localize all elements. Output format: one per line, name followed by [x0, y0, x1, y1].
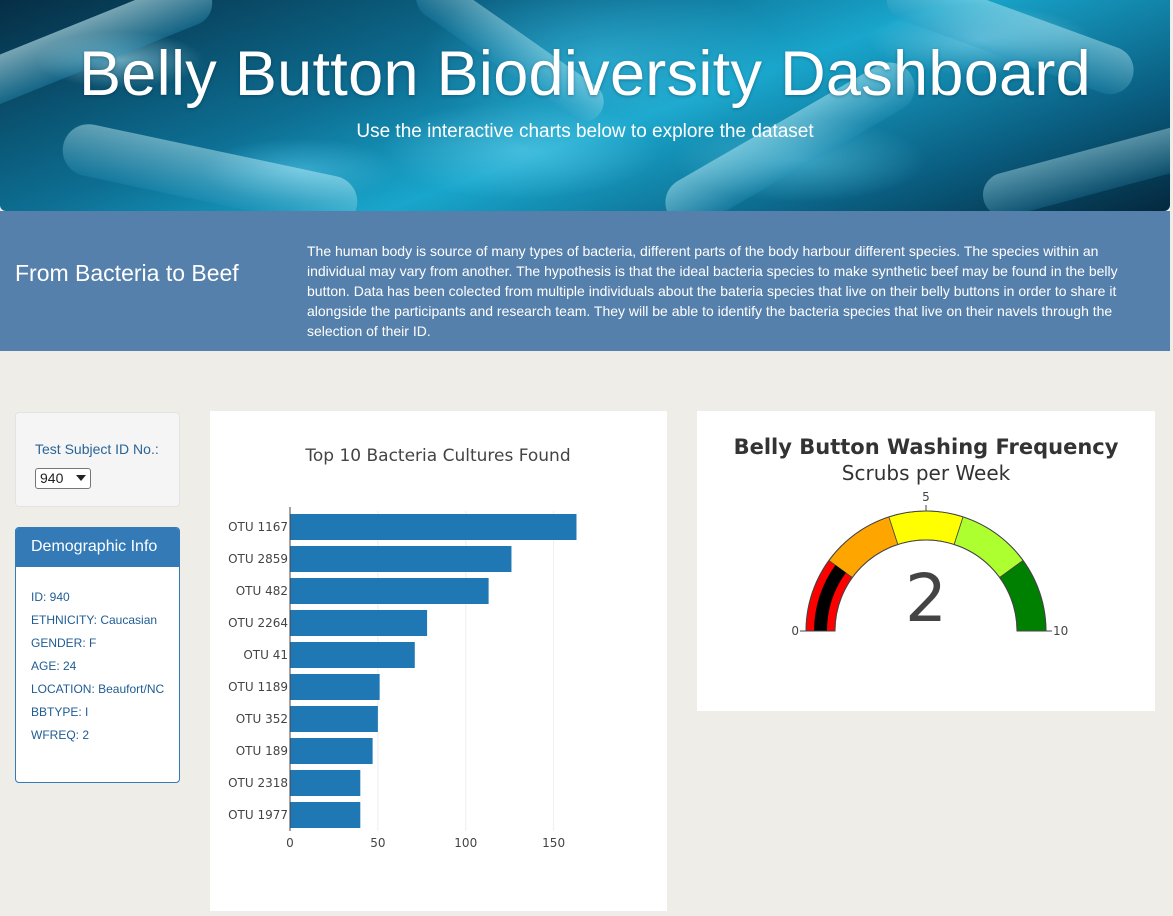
subject-selector-panel: Test Subject ID No.: 940: [15, 412, 180, 507]
demo-ethnicity: ETHNICITY: Caucasian: [31, 613, 158, 627]
bar-otu-352: [290, 706, 378, 732]
gauge-value-bar: [814, 565, 846, 631]
gauge-subtitle: Scrubs per Week: [842, 461, 1011, 485]
bar-otu-2859: [290, 546, 512, 572]
demo-age: AGE: 24: [31, 659, 77, 673]
gauge-tick-label: 0: [791, 624, 799, 638]
y-tick-label: OTU 41: [243, 648, 288, 662]
demo-bbtype: BBTYPE: I: [31, 705, 89, 719]
bar-otu-482: [290, 578, 489, 604]
bar-chart[interactable]: Top 10 Bacteria Cultures Found 0 50 100 150 O…: [210, 411, 667, 911]
x-tick-label: 150: [542, 836, 565, 850]
subject-id-label: Test Subject ID No.:: [35, 441, 159, 457]
bar-chart-panel: Top 10 Bacteria Cultures Found 0 50 100 150 O…: [210, 411, 667, 911]
gauge-chart-panel: Belly Button Washing Frequency Scrubs per…: [697, 411, 1155, 711]
gauge-tick-label: 10: [1053, 624, 1068, 638]
intro-heading: From Bacteria to Beef: [15, 260, 239, 286]
gauge-tick-label: 5: [922, 490, 930, 504]
y-tick-label: OTU 2264: [228, 616, 288, 630]
subject-id-value: 940: [40, 470, 64, 486]
bar-otu-1167: [290, 514, 577, 540]
y-tick-label: OTU 189: [236, 744, 288, 758]
intro-text: The human body is source of many types o…: [307, 243, 1118, 339]
bar-otu-2264: [290, 610, 428, 636]
demographic-heading: Demographic Info: [16, 528, 179, 567]
x-tick-label: 100: [454, 836, 477, 850]
y-tick-label: OTU 2318: [228, 776, 288, 790]
y-tick-label: OTU 1189: [228, 680, 288, 694]
gauge-step-2: [888, 510, 964, 545]
x-tick-label: 50: [370, 836, 385, 850]
y-tick-label: OTU 1167: [228, 520, 288, 534]
y-tick-label: OTU 1977: [228, 808, 288, 822]
intro-band: From Bacteria to Beef The human body is …: [0, 211, 1170, 351]
demographic-body: ID: 940 ETHNICITY: Caucasian GENDER: F A…: [16, 567, 179, 742]
gauge-title: Belly Button Washing Frequency: [734, 435, 1119, 459]
bar-otu-2318: [290, 770, 361, 796]
bar-otu-189: [290, 738, 373, 764]
page-title: Belly Button Biodiversity Dashboard: [78, 39, 1091, 109]
page-subtitle: Use the interactive charts below to expl…: [356, 121, 814, 142]
demo-gender: GENDER: F: [31, 636, 97, 650]
bar-otu-41: [290, 642, 415, 668]
hero-banner: Belly Button Biodiversity Dashboard Use …: [0, 0, 1170, 211]
demo-wfreq: WFREQ: 2: [31, 728, 90, 742]
bar-otu-1189: [290, 674, 380, 700]
subject-id-select[interactable]: 940: [35, 468, 91, 489]
bar-otu-1977: [290, 802, 361, 828]
demographic-panel: Demographic Info ID: 940 ETHNICITY: Cauc…: [15, 527, 180, 783]
x-tick-label: 0: [286, 836, 294, 850]
chevron-down-icon: [76, 475, 86, 481]
y-tick-label: OTU 352: [236, 712, 288, 726]
demo-id: ID: 940: [31, 590, 70, 604]
y-tick-label: OTU 2859: [228, 552, 288, 566]
gauge-outline: [805, 510, 1047, 632]
gauge-value-number: 2: [905, 560, 947, 637]
bar-chart-title: Top 10 Bacteria Cultures Found: [304, 446, 570, 466]
y-tick-label: OTU 482: [236, 584, 288, 598]
demo-location: LOCATION: Beaufort/NC: [31, 682, 165, 696]
